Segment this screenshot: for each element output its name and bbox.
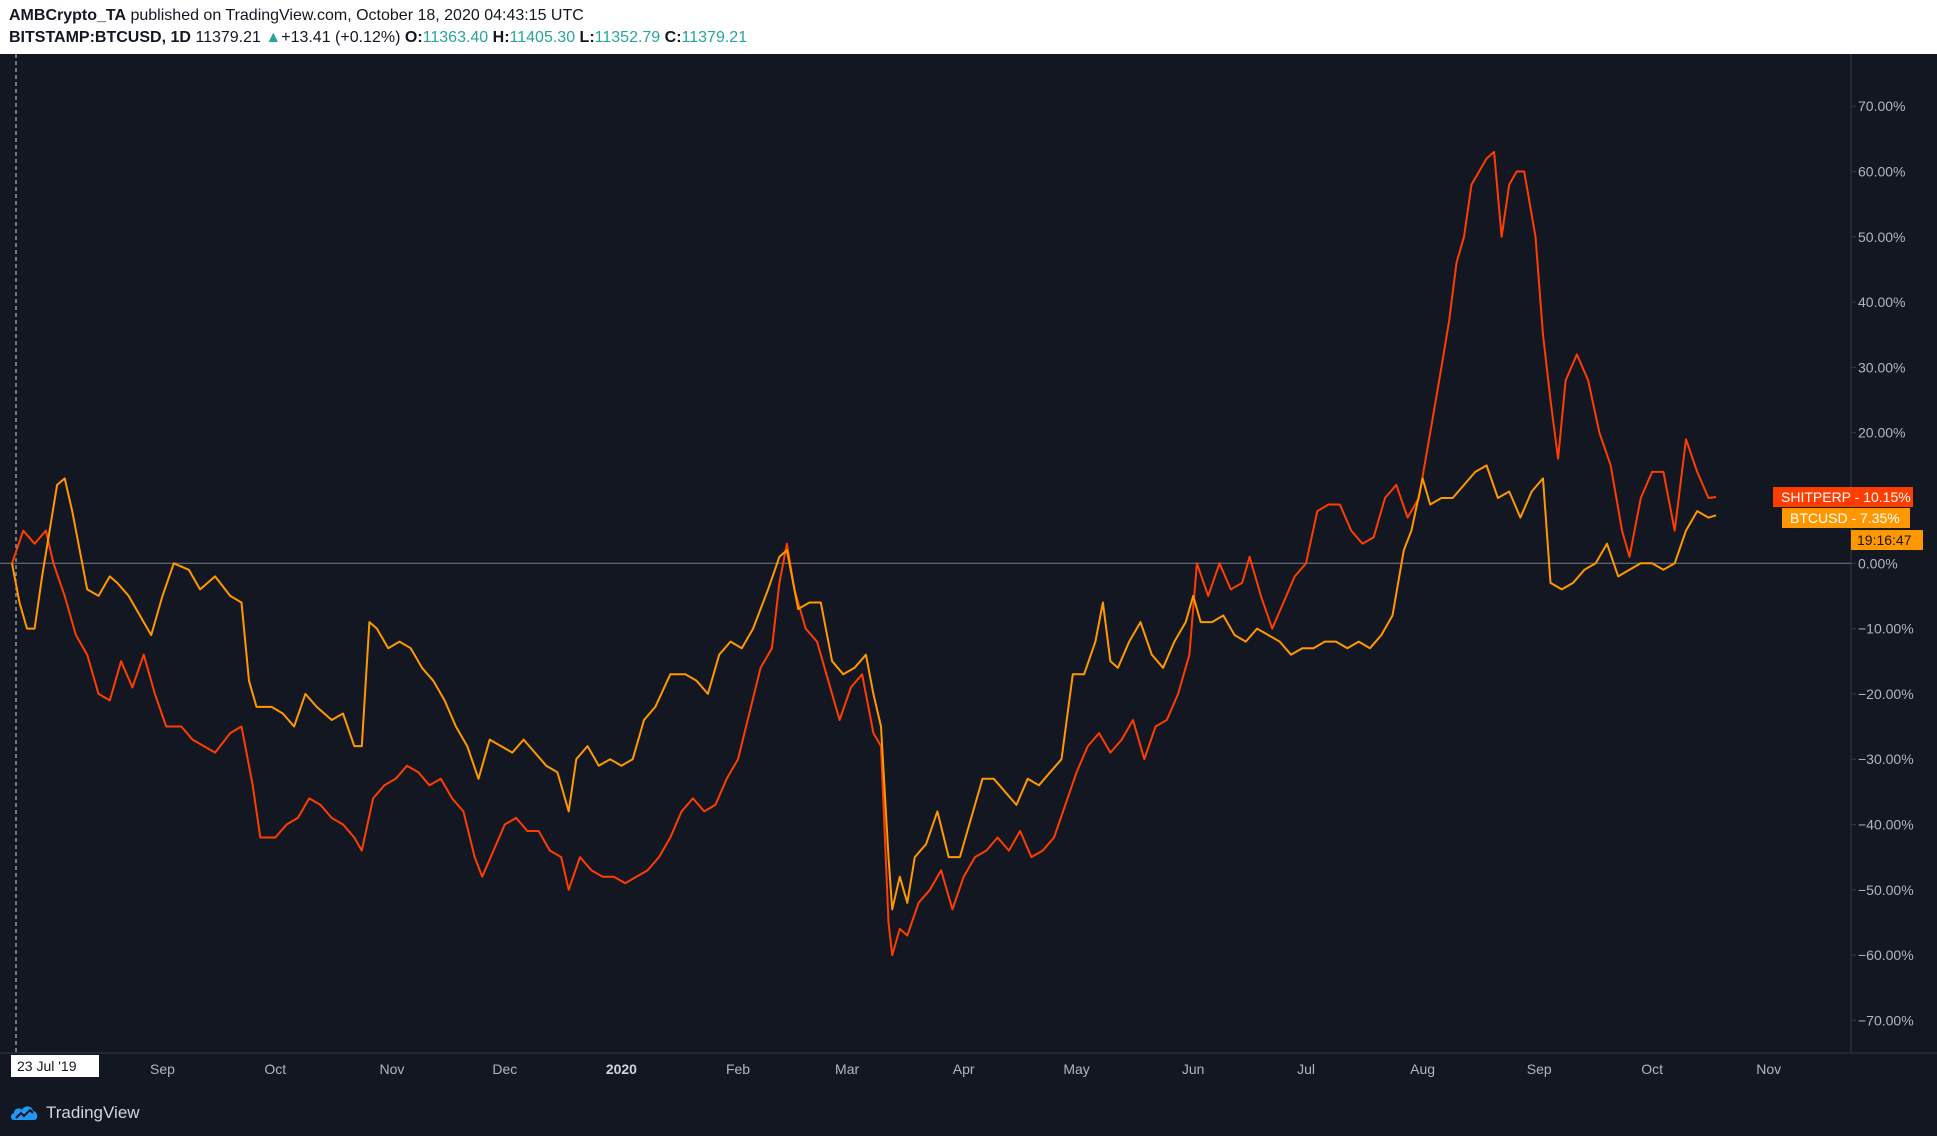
symbol-label: BITSTAMP:BTCUSD, 1D	[9, 29, 191, 46]
y-tick-label: 0.00%	[1858, 555, 1898, 571]
x-tick-label: May	[1063, 1061, 1089, 1077]
y-tick-label: −70.00%	[1858, 1012, 1914, 1028]
high-label: H:	[492, 29, 510, 46]
close-value: 11379.21	[681, 29, 748, 46]
x-tick-label: Sep	[150, 1061, 175, 1077]
publish-line: AMBCrypto_TA published on TradingView.co…	[9, 7, 584, 25]
x-tick-label: Mar	[835, 1061, 859, 1077]
x-tick-label: Nov	[379, 1061, 404, 1077]
btcusd-value-label-text: BTCUSD - 7.35%	[1790, 510, 1900, 526]
y-tick-label: −20.00%	[1858, 686, 1914, 702]
x-tick-label: Sep	[1527, 1061, 1552, 1077]
shitperp-value-label-text: SHITPERP - 10.15%	[1781, 489, 1911, 505]
countdown-box	[1851, 530, 1923, 551]
series-line-shitperp	[11, 150, 1717, 957]
btcusd-value-label-box	[1782, 508, 1910, 529]
open-value: 11363.40	[422, 29, 489, 46]
low-label: L:	[579, 29, 595, 46]
last-price: 11379.21	[195, 29, 261, 46]
countdown-label: 19:16:47	[1857, 532, 1912, 548]
x-tick-label: Nov	[1756, 1061, 1781, 1077]
open-label: O:	[404, 29, 423, 46]
x-tick-label: Dec	[492, 1061, 517, 1077]
y-tick-label: −30.00%	[1858, 751, 1914, 767]
low-value: 11352.79	[594, 29, 661, 46]
tradingview-logo[interactable]: TradingView	[10, 1103, 140, 1123]
close-label: C:	[664, 29, 682, 46]
series-line-btcusd	[11, 464, 1717, 911]
x-tick-label: Aug	[1410, 1061, 1435, 1077]
y-tick-label: 20.00%	[1858, 425, 1905, 441]
x-tick-label: Apr	[953, 1061, 975, 1077]
x-tick-label: Jun	[1182, 1061, 1205, 1077]
y-tick-label: 30.00%	[1858, 359, 1905, 375]
ohlc-line: BITSTAMP:BTCUSD, 1D 11379.21 ▲+13.41 (+0…	[9, 29, 747, 47]
x-tick-label: Oct	[1641, 1061, 1663, 1077]
y-tick-label: 50.00%	[1858, 229, 1905, 245]
x-tick-label: Feb	[726, 1061, 750, 1077]
y-tick-label: 40.00%	[1858, 294, 1905, 310]
tradingview-cloud-icon	[11, 1106, 38, 1120]
chart-footer: TradingView	[0, 1088, 1937, 1136]
x-tick-label: Oct	[264, 1061, 286, 1077]
y-tick-label: −10.00%	[1858, 621, 1914, 637]
y-tick-label: −50.00%	[1858, 882, 1914, 898]
chart-header: AMBCrypto_TA published on TradingView.co…	[0, 0, 1937, 54]
tradingview-brand-text: TradingView	[46, 1103, 140, 1122]
x-tick-label: Jul	[1297, 1061, 1315, 1077]
x-tick-label: 2020	[606, 1061, 637, 1077]
price-change: +13.41 (+0.12%)	[281, 29, 401, 46]
y-tick-label: −60.00%	[1858, 947, 1914, 963]
up-arrow-icon: ▲	[265, 29, 282, 46]
y-tick-label: −40.00%	[1858, 816, 1914, 832]
comparison-chart[interactable]: 70.00%60.00%50.00%40.00%30.00%20.00%10.0…	[0, 54, 1937, 1088]
y-tick-label: 70.00%	[1858, 98, 1905, 114]
crosshair-date-label: 23 Jul '19	[17, 1058, 77, 1074]
chart-background	[0, 54, 1937, 1088]
y-tick-label: 60.00%	[1858, 164, 1905, 180]
publisher-name[interactable]: AMBCrypto_TA	[9, 7, 127, 24]
high-value: 11405.30	[509, 29, 576, 46]
crosshair-date-box	[11, 1055, 99, 1077]
shitperp-value-label-box	[1773, 487, 1913, 508]
published-text: published on TradingView.com, October 18…	[130, 7, 584, 24]
